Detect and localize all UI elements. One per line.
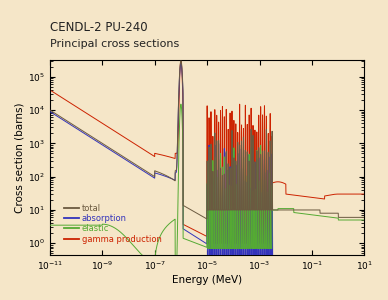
- X-axis label: Energy (MeV): Energy (MeV): [172, 275, 242, 285]
- Text: CENDL-2 PU-240: CENDL-2 PU-240: [50, 21, 148, 34]
- Legend: total, absorption, elastic, gamma production: total, absorption, elastic, gamma produc…: [60, 200, 165, 247]
- Y-axis label: Cross section (barns): Cross section (barns): [15, 102, 25, 213]
- Text: Principal cross sections: Principal cross sections: [50, 39, 180, 49]
